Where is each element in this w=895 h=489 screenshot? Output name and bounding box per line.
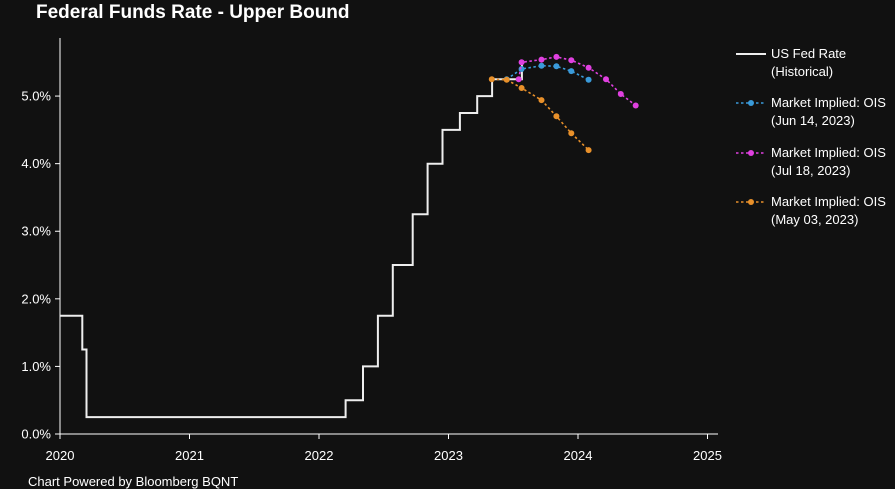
- x-tick-label: 2022: [305, 448, 334, 463]
- series-line-ois: [491, 78, 590, 151]
- series-2: [515, 53, 639, 109]
- legend-label: Market Implied: OIS (Jul 18, 2023): [771, 144, 886, 180]
- data-point: [538, 97, 545, 104]
- data-point: [538, 62, 545, 69]
- chart-footer: Chart Powered by Bloomberg BQNT: [28, 474, 239, 489]
- series-line-ois: [506, 64, 589, 81]
- data-point: [585, 147, 592, 154]
- y-tick-label: 1.0%: [21, 359, 51, 374]
- data-point: [553, 63, 560, 70]
- data-point: [617, 91, 624, 97]
- x-tick-label: 2024: [564, 448, 593, 463]
- series-layer: [60, 53, 639, 419]
- data-point: [503, 76, 510, 83]
- legend-label-line: Market Implied: OIS: [771, 95, 886, 110]
- legend-label-line: (Jul 18, 2023): [771, 163, 851, 178]
- data-point: [568, 130, 575, 137]
- legend-swatch: [736, 150, 766, 156]
- legend-label-line: Market Implied: OIS: [771, 145, 886, 160]
- y-tick-label: 4.0%: [21, 156, 51, 171]
- legend-label: Market Implied: OIS (May 03, 2023): [771, 193, 886, 229]
- y-tick-label: 2.0%: [21, 291, 51, 306]
- legend-item[interactable]: Market Implied: OIS (Jul 18, 2023): [736, 144, 886, 180]
- x-tick-label: 2020: [46, 448, 75, 463]
- series-line-ois: [517, 56, 637, 107]
- y-tick-label: 5.0%: [21, 89, 51, 104]
- data-point: [632, 102, 639, 109]
- legend-label-line: (May 03, 2023): [771, 212, 859, 227]
- legend-label: US Fed Rate (Historical): [771, 45, 846, 81]
- legend-label-line: (Historical): [771, 64, 834, 79]
- y-tick-label: 3.0%: [21, 224, 51, 239]
- data-point: [518, 85, 525, 91]
- data-point: [603, 76, 609, 83]
- legend-label-line: US Fed Rate: [771, 46, 847, 61]
- series-line-historical: [60, 61, 524, 419]
- x-tick-label: 2021: [175, 448, 204, 463]
- data-point: [518, 66, 525, 72]
- legend-item[interactable]: Market Implied: OIS (May 03, 2023): [736, 193, 886, 229]
- chart-title: Federal Funds Rate - Upper Bound: [36, 2, 350, 23]
- series-3: [488, 76, 592, 154]
- x-tick-label: 2023: [434, 448, 463, 463]
- data-point: [568, 68, 575, 75]
- legend-item[interactable]: Market Implied: OIS (Jun 14, 2023): [736, 94, 886, 130]
- series-0: [60, 61, 524, 419]
- legend-swatch: [736, 100, 766, 106]
- legend-swatch: [736, 53, 766, 55]
- legend-label-line: (Jun 14, 2023): [771, 113, 855, 128]
- data-point: [553, 53, 560, 60]
- x-tick-label: 2025: [693, 448, 722, 463]
- legend-label-line: Market Implied: OIS: [771, 194, 886, 209]
- data-point: [585, 76, 592, 83]
- data-point: [488, 76, 495, 83]
- data-point: [585, 64, 592, 71]
- y-tick-label: 0.0%: [21, 427, 51, 442]
- legend-label: Market Implied: OIS (Jun 14, 2023): [771, 94, 886, 130]
- data-point: [568, 57, 575, 64]
- legend-swatch: [736, 199, 766, 205]
- data-point: [515, 76, 522, 83]
- data-point: [518, 59, 525, 66]
- legend-item[interactable]: US Fed Rate (Historical): [736, 45, 846, 81]
- data-point: [538, 56, 545, 63]
- axes: 0.0% 1.0% 2.0% 3.0% 4.0% 5.0% 2020 2021 2022 2023…: [21, 38, 722, 463]
- data-point: [553, 113, 560, 120]
